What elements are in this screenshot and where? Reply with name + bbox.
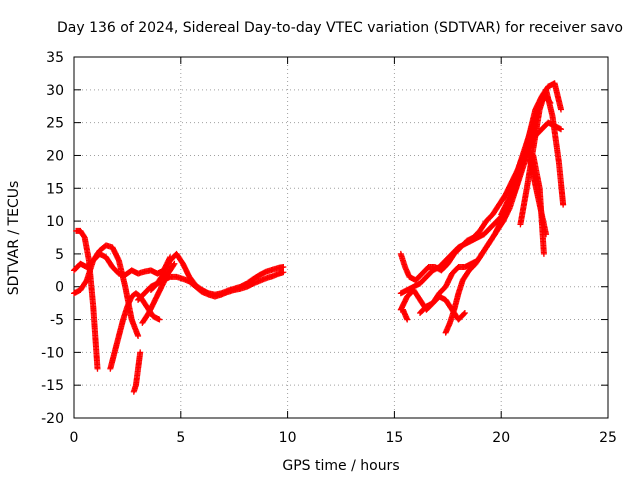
chart-title: Day 136 of 2024, Sidereal Day-to-day VTE… (57, 20, 623, 36)
x-tick-label: 10 (279, 430, 297, 446)
data-point (94, 365, 101, 372)
data-point (280, 269, 287, 276)
y-tick-label: 10 (46, 214, 64, 230)
data-point (460, 310, 467, 317)
x-tick-labels: 0 5 10 15 20 25 (70, 430, 617, 446)
data-point (560, 201, 567, 208)
data-point (156, 316, 163, 323)
series-sat-m (417, 293, 468, 323)
x-tick-label: 20 (492, 430, 510, 446)
data-point (137, 349, 144, 356)
series-sat-l (399, 306, 411, 323)
x-axis-label: GPS time / hours (282, 458, 399, 474)
plot-frame (73, 56, 609, 419)
y-tick-label: 5 (55, 247, 64, 263)
y-tick-label: 25 (46, 116, 64, 132)
axis-ticks (73, 56, 609, 419)
data-point (461, 309, 468, 316)
y-tick-label: 15 (46, 181, 64, 197)
x-tick-label: 25 (599, 430, 617, 446)
y-tick-label: 20 (46, 148, 64, 164)
y-axis-label: SDTVAR / TECUs (6, 181, 22, 296)
series-sat-r (523, 90, 554, 159)
data-points (71, 80, 567, 395)
data-point (171, 260, 178, 267)
y-tick-label: 30 (46, 83, 64, 99)
data-point (170, 261, 177, 268)
data-point (547, 99, 554, 106)
data-point (280, 264, 287, 271)
data-point (543, 231, 550, 238)
series-sat-g (147, 250, 287, 298)
data-point (558, 126, 565, 133)
data-point (558, 106, 565, 113)
x-tick-label: 0 (70, 430, 79, 446)
data-point (540, 250, 547, 257)
data-point (546, 98, 553, 105)
y-tick-label: 35 (46, 50, 64, 66)
y-tick-label: -15 (41, 378, 64, 394)
data-point (135, 332, 142, 339)
grid (74, 57, 608, 418)
y-tick-label: -5 (50, 313, 64, 329)
y-tick-label: 0 (55, 280, 64, 296)
series-sat-q (525, 152, 550, 238)
y-tick-labels: -20 -15 -10 -5 0 5 10 15 20 25 30 35 (41, 50, 64, 427)
data-point (404, 316, 411, 323)
series-sat-h (139, 260, 178, 326)
x-tick-label: 15 (385, 430, 403, 446)
x-tick-label: 5 (176, 430, 185, 446)
y-tick-label: -10 (41, 345, 64, 361)
series-sat-e (130, 349, 144, 395)
y-tick-label: -20 (41, 411, 64, 427)
